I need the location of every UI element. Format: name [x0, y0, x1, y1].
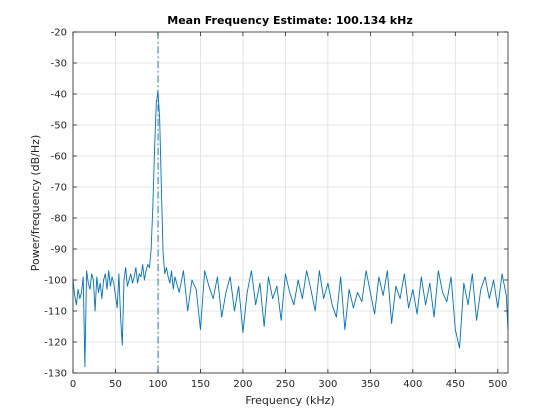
axes-box [72, 31, 509, 374]
x-tick-label: 500 [488, 379, 507, 390]
x-tick-label: 300 [318, 379, 337, 390]
x-tick-label: 150 [191, 379, 210, 390]
x-tick-label: 200 [233, 379, 252, 390]
x-tick-label: 50 [109, 379, 122, 390]
y-tick-label: -30 [51, 59, 67, 70]
series-layer [72, 32, 509, 373]
chart-title: Mean Frequency Estimate: 100.134 kHz [167, 14, 412, 27]
x-tick-label: 450 [446, 379, 465, 390]
x-axis-label: Frequency (kHz) [245, 394, 334, 407]
y-axis-label: Power/frequency (dB/Hz) [29, 135, 42, 272]
grid-lines [72, 31, 508, 374]
y-tick-label: -20 [51, 28, 67, 39]
y-tick-label: -60 [51, 152, 67, 163]
axes-background [73, 32, 508, 373]
y-tick-label: -70 [51, 183, 67, 194]
x-tick-label: 250 [276, 379, 295, 390]
x-tick-label: 350 [361, 379, 380, 390]
x-tick-label: 100 [148, 379, 167, 390]
x-tick-label: 0 [70, 379, 76, 390]
y-tick-label: -80 [51, 214, 67, 225]
y-tick-label: -100 [44, 276, 67, 287]
y-tick-label: -120 [44, 338, 67, 349]
y-tick-label: -50 [51, 121, 67, 132]
y-tick-label: -110 [44, 307, 67, 318]
x-tick-labels: 0 50 100 150 200 250 300 350 400 450 500 [70, 379, 508, 390]
y-tick-label: -40 [51, 90, 67, 101]
tick-marks [72, 31, 508, 374]
x-tick-label: 400 [403, 379, 422, 390]
spectrum-line [72, 90, 509, 368]
y-tick-label: -130 [44, 369, 67, 380]
y-tick-label: -90 [51, 245, 67, 256]
plot-area[interactable] [72, 31, 509, 374]
y-tick-labels: -20 -30 -40 -50 -60 -70 -80 -90 -100 -110 -120 -130 [44, 28, 67, 380]
